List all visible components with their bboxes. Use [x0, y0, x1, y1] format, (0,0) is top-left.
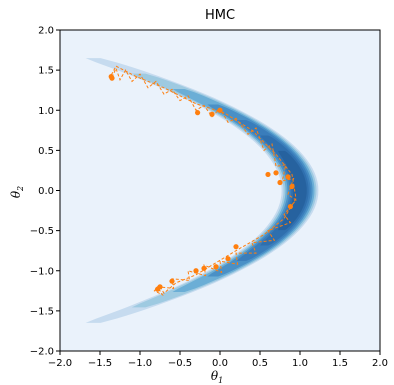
y-tick-label: −1.0: [30, 266, 54, 277]
x-tick-label: −1.0: [128, 358, 152, 369]
y-tick-label: 0.5: [38, 146, 54, 157]
y-axis: −2.0 −1.5 −1.0 −0.5 0.0 0.5 1.0 1.5 2.0: [30, 26, 60, 358]
sample-point: [265, 171, 271, 178]
y-tick-label: 1.0: [38, 106, 54, 117]
sample-point: [289, 183, 295, 190]
sample-point: [169, 278, 175, 284]
x-tick-label: −2.0: [48, 358, 72, 369]
x-tick-label: 1.0: [292, 358, 308, 369]
density-contours: [85, 58, 319, 323]
sample-point: [217, 107, 223, 113]
x-tick-label: 2.0: [372, 358, 388, 369]
sample-point: [195, 110, 201, 116]
sample-point: [209, 111, 215, 117]
sample-point: [155, 286, 161, 292]
y-tick-label: 1.5: [38, 66, 54, 77]
sample-point: [109, 75, 115, 81]
plot-background: [60, 30, 380, 351]
trajectory-path: [109, 65, 297, 297]
plot-area: [59, 29, 381, 352]
hmc-trajectory: [109, 65, 297, 297]
sample-point: [225, 256, 231, 262]
y-tick-label: 0.0: [38, 186, 54, 197]
y-axis-label-sub: 2: [16, 186, 25, 192]
x-tick-label: 0.0: [212, 358, 228, 369]
sample-point: [287, 203, 293, 210]
x-tick-label: 1.5: [332, 358, 348, 369]
sample-point: [277, 179, 283, 186]
sample-point: [201, 265, 207, 271]
density-level: [278, 150, 307, 231]
y-axis-label: θ2: [9, 186, 25, 198]
x-tick-label: −0.5: [168, 358, 192, 369]
hmc-samples: [108, 73, 295, 292]
chart-title: HMC: [205, 8, 235, 23]
y-tick-label: −1.5: [30, 306, 54, 317]
x-tick-label: −1.5: [88, 358, 112, 369]
sample-point: [213, 264, 219, 270]
x-tick-label: 0.5: [252, 358, 268, 369]
sample-point: [273, 170, 279, 176]
y-tick-label: −0.5: [30, 226, 54, 237]
y-tick-label: −2.0: [30, 347, 54, 358]
y-axis-label-main: θ: [9, 190, 23, 198]
sample-point: [285, 174, 291, 180]
x-axis-label: θ1: [211, 369, 223, 385]
x-axis-label-main: θ: [211, 369, 219, 383]
x-axis-label-sub: 1: [218, 376, 223, 385]
y-tick-label: 2.0: [38, 26, 54, 37]
x-axis: −2.0 −1.5 −1.0 −0.5 0.0 0.5 1.0 1.5 2.0: [48, 351, 388, 369]
sample-point: [233, 244, 239, 250]
sample-point: [193, 268, 199, 274]
